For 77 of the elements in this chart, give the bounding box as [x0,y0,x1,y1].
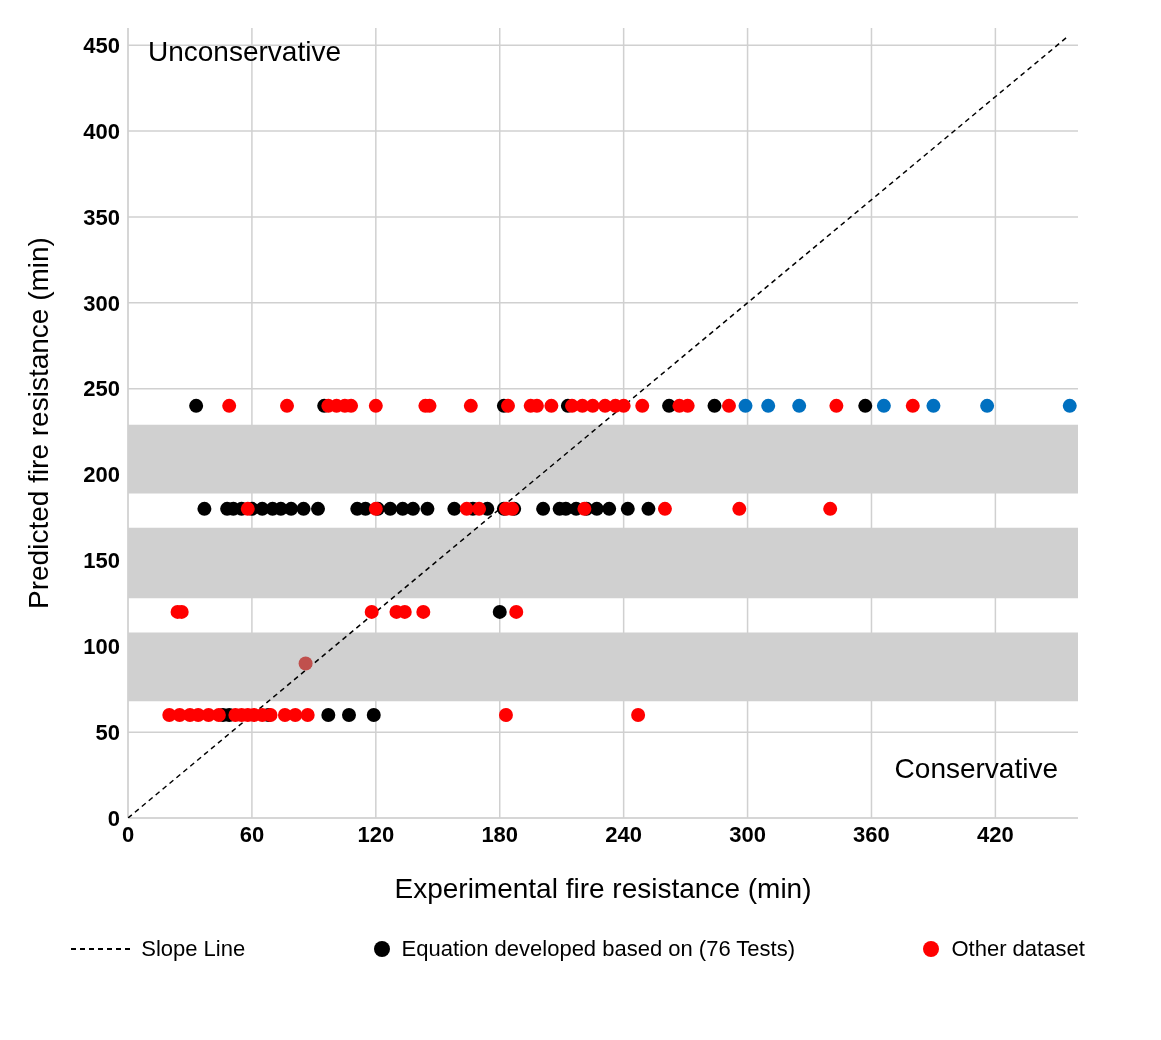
point [980,398,995,413]
point [589,501,604,516]
y-tick-label: 150 [83,548,120,574]
point [463,398,478,413]
point [823,501,838,516]
point [792,398,807,413]
legend-label: Other dataset [951,936,1085,962]
y-tick-label: 300 [83,290,120,316]
annotation: Conservative [894,753,1058,785]
x-tick-label: 180 [481,821,519,847]
point [585,398,600,413]
point [631,707,646,722]
point [341,707,356,722]
point [657,501,672,516]
point [211,707,226,722]
point [366,707,381,722]
point [620,501,635,516]
point [472,501,487,516]
point [288,707,303,722]
point [300,707,315,722]
x-tick-label: 240 [605,821,643,847]
x-tick-label: 120 [357,821,395,847]
point [298,656,313,671]
point [509,604,524,619]
y-tick-label: 0 [107,805,120,831]
y-tick-label: 200 [83,462,120,488]
point [635,398,650,413]
point [761,398,776,413]
point [498,707,513,722]
point [311,501,325,516]
y-tick-label: 250 [83,376,120,402]
y-tick-label: 400 [83,118,120,144]
point [536,501,551,516]
point [707,398,722,413]
x-tick-label: 300 [729,821,766,847]
point [197,501,212,516]
legend-label: Slope Line [141,936,246,962]
point [829,398,844,413]
point [544,398,559,413]
point [383,501,398,516]
point [721,398,736,413]
point [406,501,420,516]
point [284,501,299,516]
point [641,501,656,516]
x-tick-label: 360 [853,821,890,847]
point [876,398,891,413]
point [1062,398,1077,413]
point [858,398,873,413]
point [420,501,435,516]
point [280,398,295,413]
point [222,398,237,413]
point [501,398,515,413]
y-tick-label: 350 [83,204,120,230]
point [416,604,431,619]
point [459,501,474,516]
x-axis-title: Experimental fire resistance (min) [394,873,812,904]
point [189,398,204,413]
point [905,398,920,413]
y-tick-label: 450 [83,32,120,58]
point [296,501,311,516]
point [602,501,617,516]
point [240,501,255,516]
point [321,707,336,722]
point [447,501,462,516]
y-tick-label: 100 [83,634,120,660]
point [492,604,507,619]
y-axis-title: Predicted fire resistance (min) [22,237,54,609]
annotation: Unconservative [148,36,341,68]
point [364,604,379,619]
point [368,398,383,413]
x-tick-label: 60 [239,821,265,847]
point [732,501,747,516]
x-tick-label: 420 [977,821,1014,847]
y-tick-label: 50 [95,719,120,745]
legend-label: Equation developed based on (76 Tests) [401,936,796,962]
point [926,398,941,413]
point [738,398,753,413]
